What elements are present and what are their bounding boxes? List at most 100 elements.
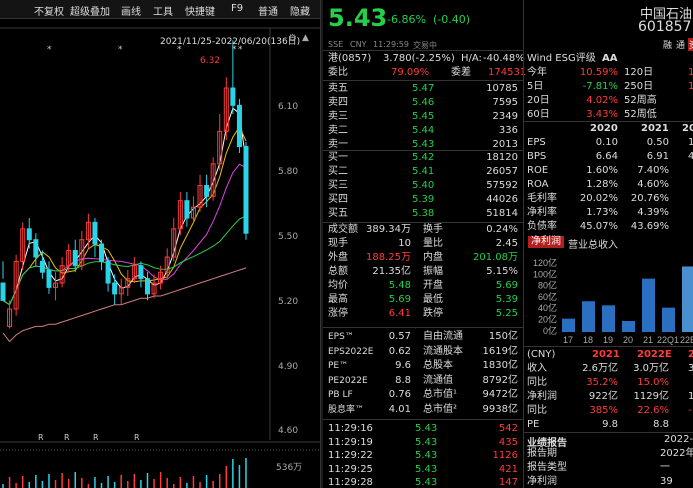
ask-label: 卖二 xyxy=(328,125,348,136)
perf-label: 250日 xyxy=(624,81,654,92)
stat-label: 跌停 xyxy=(423,308,443,319)
est-label: 净利润 xyxy=(527,391,557,402)
bar-y-tick: 20亿 xyxy=(538,314,557,325)
toolbar-draw-line-button[interactable]: 画线 xyxy=(121,7,141,18)
est-label: 收入 xyxy=(527,363,547,374)
candle-body xyxy=(171,228,177,258)
tick-volume: 542 xyxy=(498,423,518,434)
y-tick: 5.20 xyxy=(278,297,299,307)
quote-panel: 5.43 -6.86% (-0.40) SSE CNY 11:29:59 交易中… xyxy=(323,0,526,488)
profit-bar xyxy=(562,318,575,332)
fin-value: 6.64 xyxy=(595,151,618,162)
stat-row: 均价 5.48 开盘 5.69 xyxy=(323,280,523,292)
fund-label: 自由流通 xyxy=(423,331,463,342)
candle-body xyxy=(92,221,98,245)
tick-time: 11:29:19 xyxy=(328,436,373,448)
estimate-row: PE 9.8 8.8 xyxy=(524,419,693,431)
fund-value: 9.6 xyxy=(395,360,411,371)
hk-value: 3.780(-2.25%) xyxy=(383,53,455,64)
est-value: 922亿 xyxy=(588,391,618,402)
candle-body xyxy=(243,146,249,234)
toolbar-hide-button[interactable]: 隐藏 xyxy=(290,7,310,18)
fin-value: 43.69% xyxy=(630,221,669,232)
fin-row: 负债率 45.07% 43.69% xyxy=(524,221,693,233)
fund-label: EPS™ xyxy=(328,332,354,342)
candle-body xyxy=(197,185,203,208)
ask-volume: 2013 xyxy=(492,139,518,150)
stat-value: 2.45 xyxy=(495,238,518,249)
ask-row: 卖二 5.44 336 xyxy=(323,125,523,137)
fund-value: 8792亿 xyxy=(482,374,518,386)
fund-label: PE™ xyxy=(328,361,349,371)
toolbar-normal-button[interactable]: 普通 xyxy=(258,7,278,18)
ma-line xyxy=(2,163,247,306)
candle-body xyxy=(79,239,85,267)
report-label: 报告期 xyxy=(527,448,557,459)
report-row: 报告期 2022年 xyxy=(524,448,693,460)
fin-extra: 4 xyxy=(688,151,693,162)
tick-row: 11:29:25 5.43 421 xyxy=(323,464,523,476)
fin-value: 1.60% xyxy=(586,165,618,176)
bid-row: 买二 5.41 26057 xyxy=(323,166,523,178)
tick-row: 11:29:19 5.43 435 xyxy=(323,437,523,449)
fin-label: ROA xyxy=(527,179,549,190)
y-tick: 6.10 xyxy=(278,102,299,112)
candle-body xyxy=(151,282,157,295)
fin-row: 毛利率 20.02% 20.76% xyxy=(524,193,693,205)
fin-label: 净利率 xyxy=(527,207,557,218)
ask-volume: 7595 xyxy=(492,97,518,108)
report-label: 净利润 xyxy=(527,476,557,487)
candle-body xyxy=(184,200,190,219)
bar-x-label: 20 xyxy=(623,335,633,345)
fin-value: 6.91 xyxy=(646,151,669,162)
chevron-up-icon[interactable]: ▲ xyxy=(302,33,309,43)
stat-label: 最低 xyxy=(423,294,443,305)
ask-row: 卖五 5.47 10785 xyxy=(323,83,523,95)
fund-value: 1619亿 xyxy=(482,345,518,357)
candle-body xyxy=(59,265,65,284)
hk-row: 港(0857) 3.780(-2.25%) H/A: -40.48% xyxy=(323,53,525,65)
candle-body xyxy=(230,87,236,106)
report-value: 2022年 xyxy=(660,448,693,459)
fin-row: ROE 1.60% 7.40% xyxy=(524,165,693,177)
tab-revenue[interactable]: 营业总收入 xyxy=(568,240,618,251)
est-value: 1129亿 xyxy=(633,391,669,402)
est-value: 3 xyxy=(688,363,693,374)
exchange-code: SSE xyxy=(328,40,344,49)
ask-label: 卖四 xyxy=(328,97,348,108)
bar-y-tick: 0亿 xyxy=(543,325,557,336)
toolbar-shortcut-button[interactable]: 快捷键 xyxy=(185,7,215,18)
tick-row: 11:29:28 5.43 147 xyxy=(323,477,523,488)
stat-label: 现手 xyxy=(328,238,348,249)
stat-label: 均价 xyxy=(328,280,348,291)
toolbar-overlay-button[interactable]: 超级叠加 xyxy=(70,7,110,18)
estimate-row: 净利润 922亿 1129亿 1 xyxy=(524,391,693,403)
toolbar-tools-button[interactable]: 工具 xyxy=(153,7,173,18)
est-label: 同比 xyxy=(527,405,547,416)
toolbar-no-adjust-button[interactable]: 不复权 xyxy=(34,7,64,18)
candle-body xyxy=(112,282,118,295)
bar-y-tick: 80亿 xyxy=(538,280,557,291)
ma-long-line xyxy=(2,267,247,343)
ma-line xyxy=(2,107,247,306)
toolbar-f9-button[interactable]: F9 xyxy=(231,3,244,14)
profit-bar xyxy=(602,305,615,332)
bar-y-tick: 120亿 xyxy=(533,257,557,268)
change-value: (-0.40) xyxy=(433,13,471,26)
panel-divider[interactable] xyxy=(320,0,323,488)
kline-chart[interactable]: 2021/11/25-2022/06/20(136日) ⚙ ▲ 6.32 * *… xyxy=(0,20,320,488)
bar-y-tick: 60亿 xyxy=(538,291,557,302)
est-value: 15.0% xyxy=(637,377,669,388)
candle-body xyxy=(33,239,39,258)
ask-price: 5.46 xyxy=(412,97,435,108)
est-col: 2021 xyxy=(592,349,620,360)
bid-row: 买四 5.39 44026 xyxy=(323,194,523,206)
bid-price: 5.41 xyxy=(412,166,435,177)
separator xyxy=(323,327,523,328)
perf-row: 5日 -7.81% 250日 xyxy=(524,81,693,93)
settings-gear-icon[interactable]: ⚙ xyxy=(288,33,297,44)
fin-value: 45.07% xyxy=(579,221,618,232)
candle-body xyxy=(190,206,196,219)
tab-net-profit[interactable]: 净利润 xyxy=(528,236,564,248)
fund-value: 0.76 xyxy=(388,389,411,400)
